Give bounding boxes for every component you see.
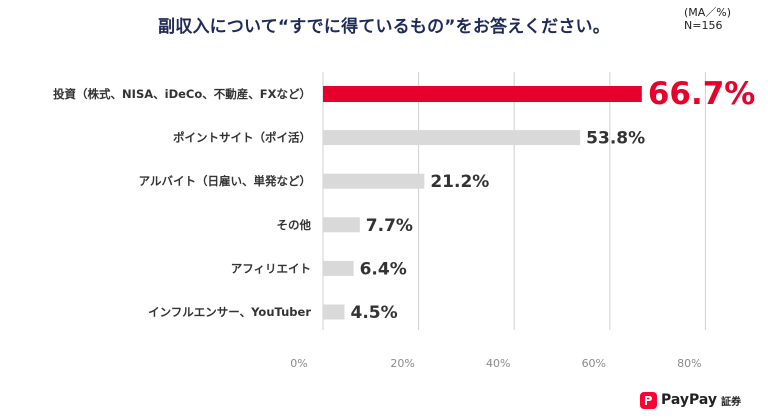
x-tick-label: 80% [677,357,701,370]
value-label: 53.8% [586,129,645,149]
logo-brand: PayPay [661,392,718,408]
category-label: アフィリエイト [231,261,311,275]
category-label: 投資（株式、NISA、iDeCo、不動産、FXなど） [53,87,311,101]
value-label: 4.5% [351,303,398,323]
sample-note: (MA／%) N=156 [684,6,731,32]
logo-suffix: 証券 [721,396,742,408]
x-tick-label: 20% [390,357,414,370]
bar [323,217,360,233]
value-label: 66.7% [648,76,756,112]
note-sample-size: N=156 [684,19,723,32]
chart-title: 副収入について“すでに得ているもの”をお答えください。 [158,17,610,37]
bar [323,173,425,189]
bar [323,130,581,146]
paypay-logo-icon [640,391,657,409]
x-tick-label: 60% [582,357,606,370]
paypay-logo: PayPay 証券 [640,390,741,410]
value-label: 6.4% [360,259,407,279]
category-label: ポイントサイト（ポイ活） [173,131,311,145]
note-unit: (MA／%) [684,6,732,19]
x-tick-label: 40% [486,357,510,370]
bar [323,260,354,276]
category-label: アルバイト（日雇い、単発など） [139,174,311,188]
bar [323,304,345,320]
value-label: 7.7% [366,216,413,236]
category-label: その他 [277,218,312,232]
value-label: 21.2% [430,172,489,192]
x-tick-label: 0% [290,357,307,370]
bar [323,86,642,102]
category-label: インフルエンサー、YouTuber [148,305,311,319]
